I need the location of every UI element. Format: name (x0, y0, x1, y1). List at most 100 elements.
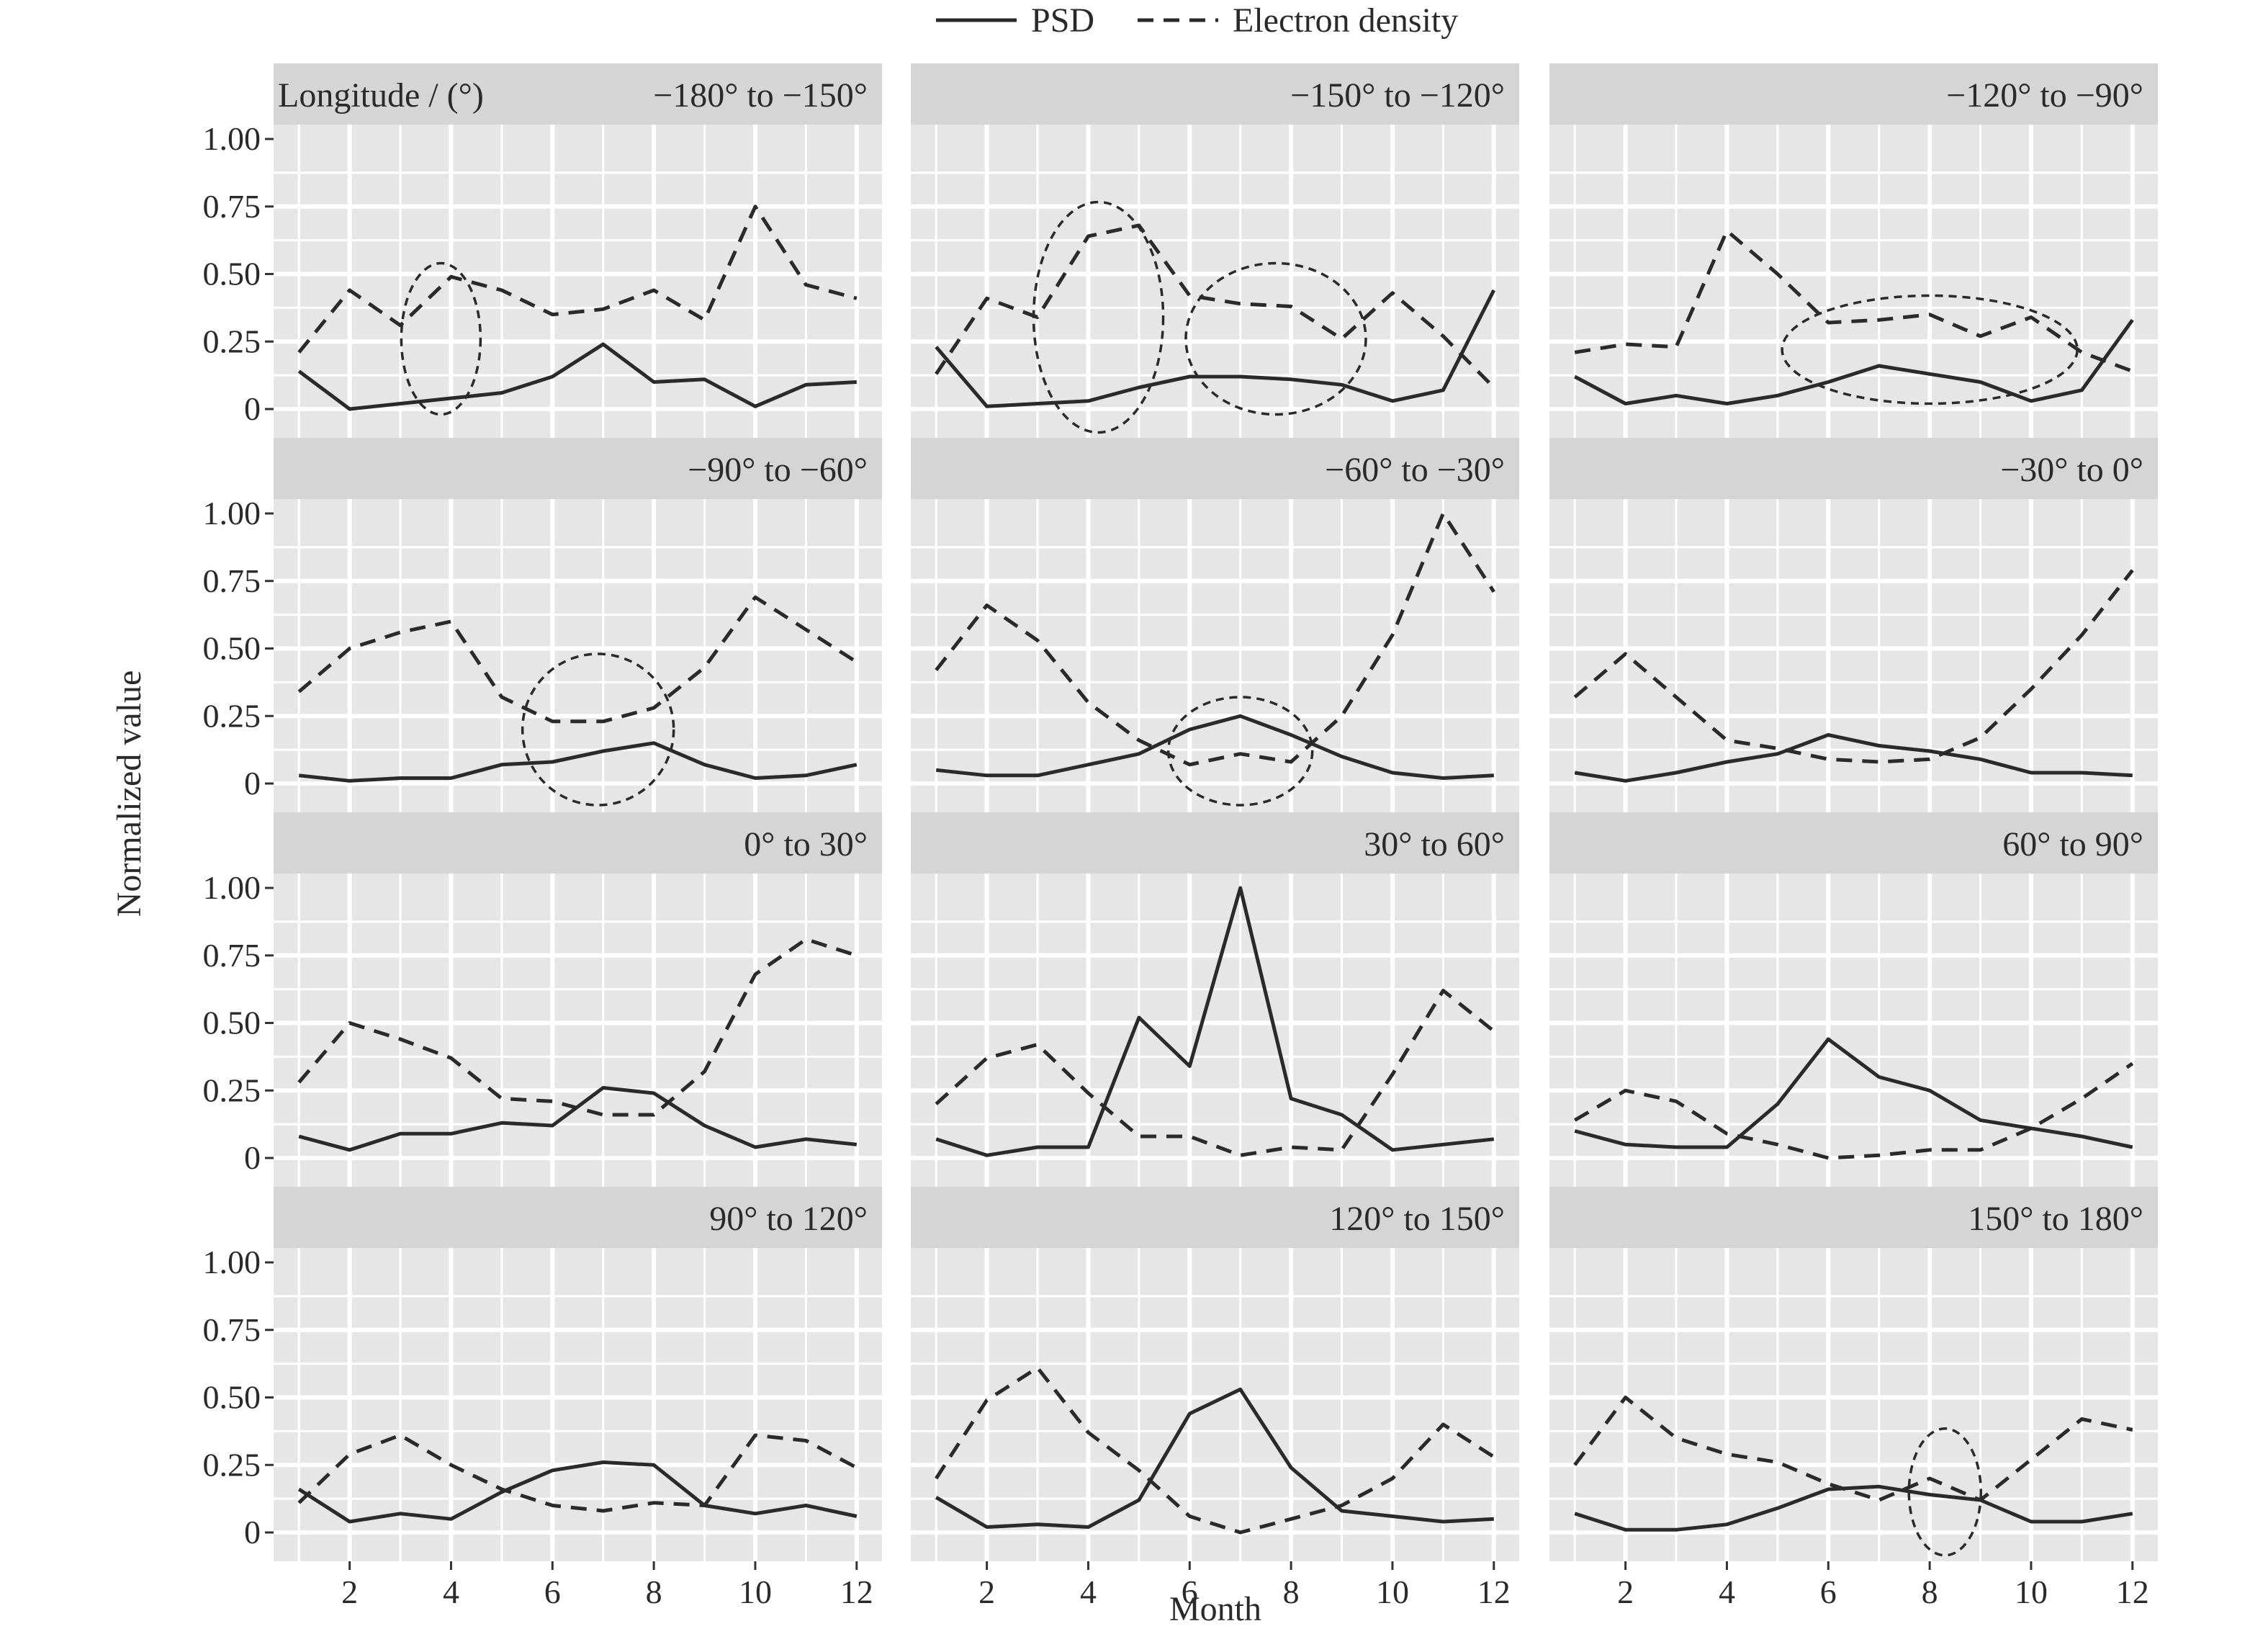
x-tick-label: 2 (978, 1574, 995, 1610)
y-axis-label: Normalized value (110, 670, 148, 917)
facet-panel: 120° to 150° 2 4 6 8 10 12 (911, 1187, 1519, 1610)
electron-density-line (297, 205, 858, 354)
facet-panel: 60° to 90° (1549, 812, 2158, 1187)
y-tick-label: 0.25 (203, 697, 261, 734)
facet-strip (911, 438, 1519, 499)
facet-panel: 30° to 60° (911, 812, 1519, 1187)
y-tick-label: 0.25 (203, 1446, 261, 1483)
panel-background (1549, 499, 2158, 812)
facet-strip (911, 63, 1519, 125)
facet-strip (911, 1187, 1519, 1248)
x-tick-label: 4 (1080, 1574, 1097, 1610)
y-tick-label: 0 (244, 390, 261, 427)
y-tick-label: 0.50 (203, 256, 261, 292)
facet-title: 150° to 180° (1968, 1200, 2143, 1238)
facet-title: 120° to 150° (1329, 1200, 1505, 1238)
facet-strip (1549, 63, 2158, 125)
facet-title: −150° to −120° (1290, 76, 1505, 115)
x-tick-label: 6 (1820, 1574, 1837, 1610)
facet-strip (1549, 812, 2158, 874)
psd-line (297, 1460, 858, 1524)
electron-density-line (1573, 1061, 2134, 1160)
facet-panel: −60° to −30° (911, 438, 1519, 812)
electron-density-line (935, 989, 1495, 1157)
psd-line (935, 714, 1494, 780)
panel-background (274, 125, 882, 438)
legend-psd-label: PSD (1031, 1, 1094, 40)
x-tick-label: 10 (739, 1574, 772, 1610)
highlight-ellipse (400, 261, 482, 416)
facet-title: 30° to 60° (1364, 825, 1505, 863)
y-tick-label: 0.50 (203, 1005, 261, 1041)
facet-title: 90° to 120° (709, 1200, 868, 1238)
x-tick-label: 12 (2116, 1574, 2149, 1610)
x-tick-label: 12 (1477, 1574, 1511, 1610)
electron-density-line (297, 1433, 858, 1513)
electron-density-line (297, 595, 858, 724)
y-tick-label: 0.50 (203, 1379, 261, 1416)
highlight-ellipse (1781, 294, 2079, 405)
x-tick-label: 2 (1617, 1574, 1634, 1610)
y-tick-label: 0.75 (203, 188, 261, 225)
x-axis-label: Month (1169, 1590, 1261, 1628)
x-tick-label: 6 (544, 1574, 561, 1610)
panel-background (911, 125, 1519, 438)
x-tick-label: 10 (2015, 1574, 2048, 1610)
panel-background (911, 874, 1519, 1187)
y-tick-label: 1.00 (203, 1244, 261, 1280)
facet-panel: 150° to 180° 2 4 6 8 10 12 (1549, 1187, 2158, 1610)
facet-panel: −90° to −60° 0 0.25 0.50 0.75 1.00 (203, 438, 882, 812)
facet-panel: −150° to −120° (911, 63, 1519, 438)
psd-line (935, 886, 1495, 1157)
panel-background (1549, 874, 2158, 1187)
panel-background (1549, 1248, 2158, 1561)
facet-panel: 0° to 30° 0 0.25 0.50 0.75 1.00 (203, 812, 882, 1187)
psd-line (935, 1387, 1494, 1529)
facet-title: −180° to −150° (653, 76, 868, 115)
y-tick-label: 0.75 (203, 1311, 261, 1348)
facet-strip (274, 63, 882, 125)
y-tick-label: 0.25 (203, 323, 261, 359)
y-tick-label: 0 (244, 1514, 261, 1550)
electron-density-line (935, 1365, 1495, 1535)
facet-panels: −180° to −150° Longitude / (°) 0 0.25 0.50 0.… (203, 63, 2158, 1610)
facet-strip (1549, 1187, 2158, 1248)
y-tick-label: 0.50 (203, 630, 261, 667)
facet-strip-label: Longitude / (°) (278, 76, 484, 115)
facet-strip (274, 812, 882, 874)
x-tick-label: 10 (1376, 1574, 1409, 1610)
psd-line (298, 1086, 858, 1152)
psd-line (298, 741, 858, 783)
highlight-ellipse (1032, 200, 1165, 434)
psd-line (1574, 1484, 2133, 1532)
x-tick-label: 4 (1719, 1574, 1735, 1610)
facet-title: −120° to −90° (1946, 76, 2143, 115)
facet-strip (911, 812, 1519, 874)
facet-title: −60° to −30° (1325, 451, 1505, 489)
y-tick-label: 1.00 (203, 869, 261, 906)
electron-density-line (1573, 1396, 2133, 1502)
y-tick-label: 0 (244, 1139, 261, 1176)
facet-title: 60° to 90° (2002, 825, 2143, 863)
y-tick-label: 0.75 (203, 937, 261, 974)
highlight-ellipse (521, 652, 675, 807)
facet-title: 0° to 30° (744, 825, 868, 863)
facet-panel: 90° to 120° 0 0.25 0.50 0.75 1.00 2 4 6 8 10 12 (203, 1187, 882, 1610)
x-tick-label: 4 (443, 1574, 459, 1610)
psd-line (1574, 733, 2133, 783)
x-tick-label: 8 (1922, 1574, 1938, 1610)
x-tick-label: 12 (840, 1574, 873, 1610)
x-tick-label: 6 (1182, 1574, 1198, 1610)
facet-title: −30° to 0° (2000, 451, 2143, 489)
facet-strip (274, 438, 882, 499)
electron-density-line (935, 223, 1495, 389)
facet-strip (274, 1187, 882, 1248)
x-tick-label: 2 (341, 1574, 358, 1610)
y-tick-label: 0.75 (203, 562, 261, 599)
electron-density-line (935, 511, 1495, 767)
facet-panel: −30° to 0° (1549, 438, 2158, 812)
panel-background (274, 1248, 882, 1561)
highlight-ellipse (1166, 696, 1314, 807)
psd-line (935, 289, 1496, 408)
